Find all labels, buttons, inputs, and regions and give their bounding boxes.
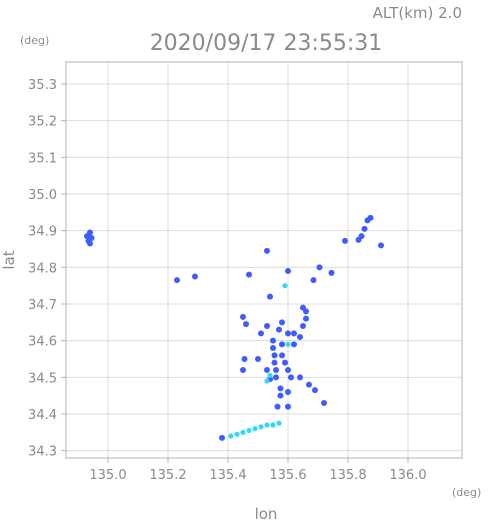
y-tick-label: 35.3 [28,78,57,93]
y-axis-label: lat [0,250,18,269]
strong-echo-point [378,242,384,249]
strong-echo-point [328,269,335,276]
weak-echo-point [246,427,252,434]
x-tick-label: 135.6 [269,468,306,483]
y-tick-label: 34.9 [28,225,57,240]
strong-echo-point [243,321,249,328]
strong-echo-point [300,323,306,329]
strong-echo-point [240,367,246,373]
strong-echo-point [87,240,93,247]
strong-echo-point [285,268,291,274]
strong-echo-point [297,334,303,340]
strong-echo-point [279,341,285,348]
echo-points [84,214,384,441]
strong-echo-point [241,356,248,362]
y-axis-unit: (deg) [20,34,49,47]
grid [66,62,462,458]
strong-echo-point [270,345,276,351]
weak-echo-point [258,424,264,430]
x-axis-unit: (deg) [452,486,481,499]
strong-echo-point [264,367,270,373]
strong-echo-point [361,225,368,232]
strong-echo-point [342,237,348,244]
strong-echo-point [282,359,288,366]
x-tick-label: 135.8 [329,468,366,483]
strong-echo-point [285,330,291,337]
strong-echo-point [297,374,303,381]
strong-echo-point [273,374,279,381]
weak-echo-point [282,283,288,289]
strong-echo-point [255,356,261,362]
strong-echo-point [303,315,309,322]
weak-echo-point [264,378,270,384]
y-tick-label: 34.3 [28,445,57,460]
tick-labels: 135.0 135.2 135.4 135.6 135.8 136.0 34.3 34.4 34… [28,78,427,483]
strong-echo-point [273,367,279,373]
chart-timestamp: 2020/09/17 23:55:31 [150,31,383,56]
plot-frame [65,61,463,459]
strong-echo-point [277,385,284,392]
strong-echo-point [279,319,285,326]
strong-echo-point [291,341,297,348]
weak-echo-point [285,341,291,347]
y-tick-label: 34.7 [28,298,57,313]
strong-echo-point [321,400,327,406]
strong-echo-point [267,293,273,300]
y-tick-label: 34.5 [28,371,57,386]
y-tick-label: 35.0 [28,188,57,203]
x-tick-label: 135.4 [209,468,246,483]
strong-echo-point [174,277,180,284]
weak-echo-point [252,426,258,432]
strong-echo-point [276,326,282,333]
strong-echo-point [264,247,270,254]
weak-echo-point [228,433,234,439]
strong-echo-point [84,233,90,240]
altitude-label: ALT(km) 2.0 [373,4,462,22]
weak-echo-point [264,422,270,428]
weak-echo-point [276,420,282,426]
strong-echo-point [271,352,278,359]
y-tick-label: 34.4 [28,408,57,423]
strong-echo-point [306,381,312,388]
strong-echo-point [358,233,365,240]
strong-echo-point [192,273,198,280]
weak-echo-point [267,372,273,379]
strong-echo-point [264,323,270,329]
strong-echo-point [271,359,278,366]
strong-echo-point [270,337,276,344]
strong-echo-point [312,387,318,394]
strong-echo-point [285,403,291,410]
strong-echo-point [277,392,284,399]
strong-echo-point [316,264,323,271]
strong-echo-point [288,374,294,381]
y-tick-label: 34.6 [28,335,57,350]
strong-echo-point [285,367,291,373]
strong-echo-point [291,330,297,337]
strong-echo-point [279,352,285,359]
x-tick-label: 135.2 [149,468,186,483]
x-axis-label: lon [255,505,278,521]
x-tick-label: 135.0 [89,468,126,483]
strong-echo-point [303,308,309,315]
weak-echo-point [240,429,246,435]
x-tick-label: 136.0 [389,468,426,483]
y-tick-label: 35.1 [28,151,57,166]
strong-echo-point [285,389,291,395]
strong-echo-point [258,330,264,337]
strong-echo-point [274,403,281,410]
strong-echo-point [246,271,252,278]
y-tick-label: 34.8 [28,261,57,276]
y-tick-label: 35.2 [28,115,57,130]
strong-echo-point [219,434,225,441]
strong-echo-point [310,277,317,284]
strong-echo-point [367,214,374,221]
weak-echo-point [270,422,276,428]
weak-echo-point [234,431,240,437]
strong-echo-point [240,313,246,320]
